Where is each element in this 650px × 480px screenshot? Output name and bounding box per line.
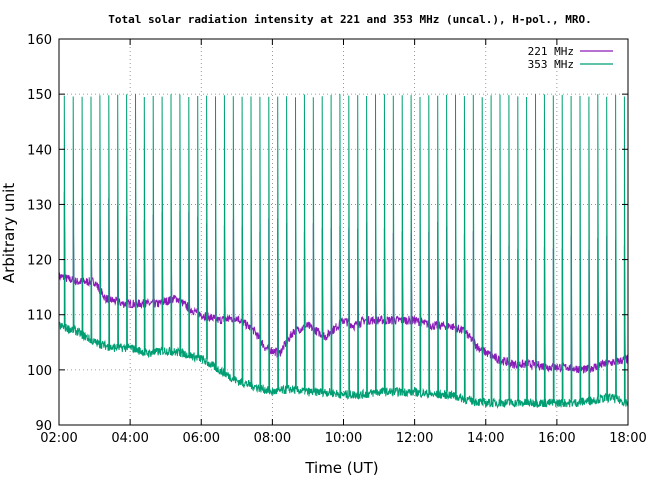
chart-title: Total solar radiation intensity at 221 a… [108, 13, 591, 26]
x-tick-label: 14:00 [467, 431, 504, 446]
x-tick-label: 18:00 [609, 431, 646, 446]
grid [59, 39, 628, 425]
y-axis-label: Arbitrary unit [0, 183, 18, 283]
x-tick-label: 06:00 [183, 431, 220, 446]
series-353-line [58, 94, 629, 410]
x-tick-label: 02:00 [40, 431, 77, 446]
x-tick-label: 16:00 [538, 431, 575, 446]
y-tick-label: 90 [35, 419, 52, 434]
legend: 221 MHz 353 MHz [528, 45, 613, 71]
legend-label-221: 221 MHz [528, 45, 574, 58]
y-tick-label: 140 [27, 143, 52, 158]
ticks: 90 100 110 120 130 140 150 160 02:00 04:00 06:00 08… [27, 33, 647, 446]
y-tick-label: 150 [27, 88, 52, 103]
legend-label-353: 353 MHz [528, 58, 574, 71]
x-tick-label: 04:00 [111, 431, 148, 446]
series-layer [58, 94, 629, 410]
x-axis-label: Time (UT) [304, 459, 378, 477]
x-tick-label: 10:00 [325, 431, 362, 446]
y-tick-label: 110 [27, 309, 52, 324]
y-tick-label: 130 [27, 198, 52, 213]
y-tick-label: 160 [27, 33, 52, 48]
x-tick-label: 12:00 [396, 431, 433, 446]
y-tick-label: 120 [27, 254, 52, 269]
y-tick-label: 100 [27, 364, 52, 379]
x-tick-label: 08:00 [254, 431, 291, 446]
